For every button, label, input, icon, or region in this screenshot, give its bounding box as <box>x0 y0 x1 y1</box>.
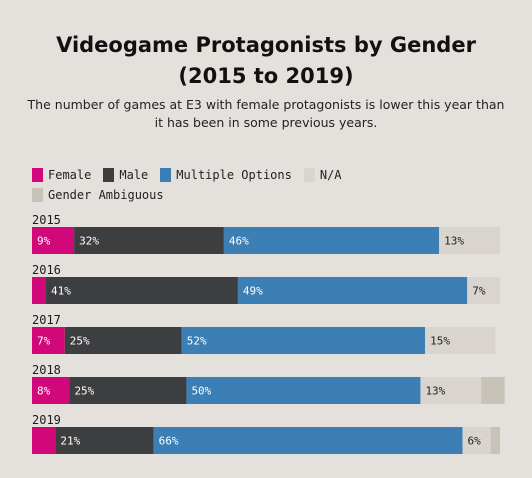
bar-segment-n-a-2016 <box>467 277 500 304</box>
legend-item-female: Female <box>32 168 91 182</box>
data-label-female-2015: 9% <box>37 235 51 248</box>
bar-segment-multiple-options-2019 <box>153 427 463 454</box>
data-label-male-2016: 41% <box>51 285 71 298</box>
bar-segment-male-2016 <box>46 277 238 304</box>
bar-segment-multiple-options-2017 <box>181 327 426 354</box>
bar-segment-male-2015 <box>74 227 224 254</box>
bar-segment-n-a-2018 <box>420 377 482 404</box>
bar-segment-female-2017 <box>32 327 65 354</box>
data-label-male-2015: 32% <box>79 235 99 248</box>
legend-label-gender-ambiguous: Gender Ambiguous <box>48 188 164 202</box>
bar-segment-male-2018 <box>69 377 187 404</box>
bar-segment-gender-ambiguous-2019 <box>490 427 500 454</box>
data-label-n-a-2018: 13% <box>425 385 445 398</box>
bar-segment-male-2019 <box>55 427 154 454</box>
legend: Female Male Multiple Options N/A Gender … <box>32 165 512 205</box>
legend-label-multiple-options: Multiple Options <box>176 168 292 182</box>
bar-segment-male-2017 <box>64 327 182 354</box>
legend-item-gender-ambiguous: Gender Ambiguous <box>32 188 164 202</box>
data-label-n-a-2017: 15% <box>430 335 450 348</box>
bar-segment-female-2018 <box>32 377 70 404</box>
year-label-2016: 2016 <box>32 263 61 277</box>
bar-segment-multiple-options-2016 <box>237 277 468 304</box>
stacked-bar-chart: 2015 9% 32% 46% 13% 2016 41% 49% 7% 2017 7% 25% 52% 1… <box>32 215 505 454</box>
data-label-female-2017: 7% <box>37 335 51 348</box>
bar-segment-female-2016 <box>32 277 47 304</box>
data-label-male-2019: 21% <box>60 435 80 448</box>
legend-item-male: Male <box>103 168 148 182</box>
legend-row-2: Gender Ambiguous <box>32 185 512 205</box>
legend-swatch-female <box>32 168 43 182</box>
legend-swatch-male <box>103 168 115 182</box>
data-label-male-2018: 25% <box>74 385 94 398</box>
legend-swatch-gender-ambiguous <box>32 188 43 202</box>
legend-item-multiple-options: Multiple Options <box>160 168 292 182</box>
legend-swatch-multiple-options <box>160 168 172 182</box>
data-label-multiple-options-2016: 49% <box>243 285 263 298</box>
chart-title: Videogame Protagonists by Gender (2015 t… <box>56 33 476 88</box>
data-label-multiple-options-2018: 50% <box>191 385 211 398</box>
data-label-multiple-options-2019: 66% <box>159 435 179 448</box>
data-label-n-a-2016: 7% <box>472 285 486 298</box>
bar-segment-n-a-2015 <box>439 227 500 254</box>
bar-segment-multiple-options-2018 <box>186 377 421 404</box>
chart-subtitle: The number of games at E3 with female pr… <box>27 97 505 130</box>
data-label-multiple-options-2017: 52% <box>187 335 207 348</box>
year-label-2019: 2019 <box>32 413 61 427</box>
bar-segment-gender-ambiguous-2018 <box>481 377 505 404</box>
bar-segment-female-2015 <box>32 227 75 254</box>
data-label-male-2017: 25% <box>70 335 90 348</box>
data-label-female-2018: 8% <box>37 385 51 398</box>
bar-segment-n-a-2017 <box>425 327 496 354</box>
year-label-2017: 2017 <box>32 313 61 327</box>
legend-label-female: Female <box>48 168 92 182</box>
legend-row-1: Female Male Multiple Options N/A <box>32 165 512 185</box>
bar-segment-n-a-2019 <box>462 427 491 454</box>
legend-item-na: N/A <box>303 168 342 182</box>
data-label-n-a-2019: 6% <box>468 435 482 448</box>
legend-label-male: Male <box>119 168 149 182</box>
legend-label-na: N/A <box>319 168 342 182</box>
legend-swatch-na <box>303 168 315 182</box>
data-label-n-a-2015: 13% <box>444 235 464 248</box>
year-label-2015: 2015 <box>32 215 61 227</box>
year-label-2018: 2018 <box>32 363 61 377</box>
bar-segment-multiple-options-2015 <box>223 227 440 254</box>
bar-segment-female-2019 <box>32 427 56 454</box>
data-label-multiple-options-2015: 46% <box>229 235 249 248</box>
